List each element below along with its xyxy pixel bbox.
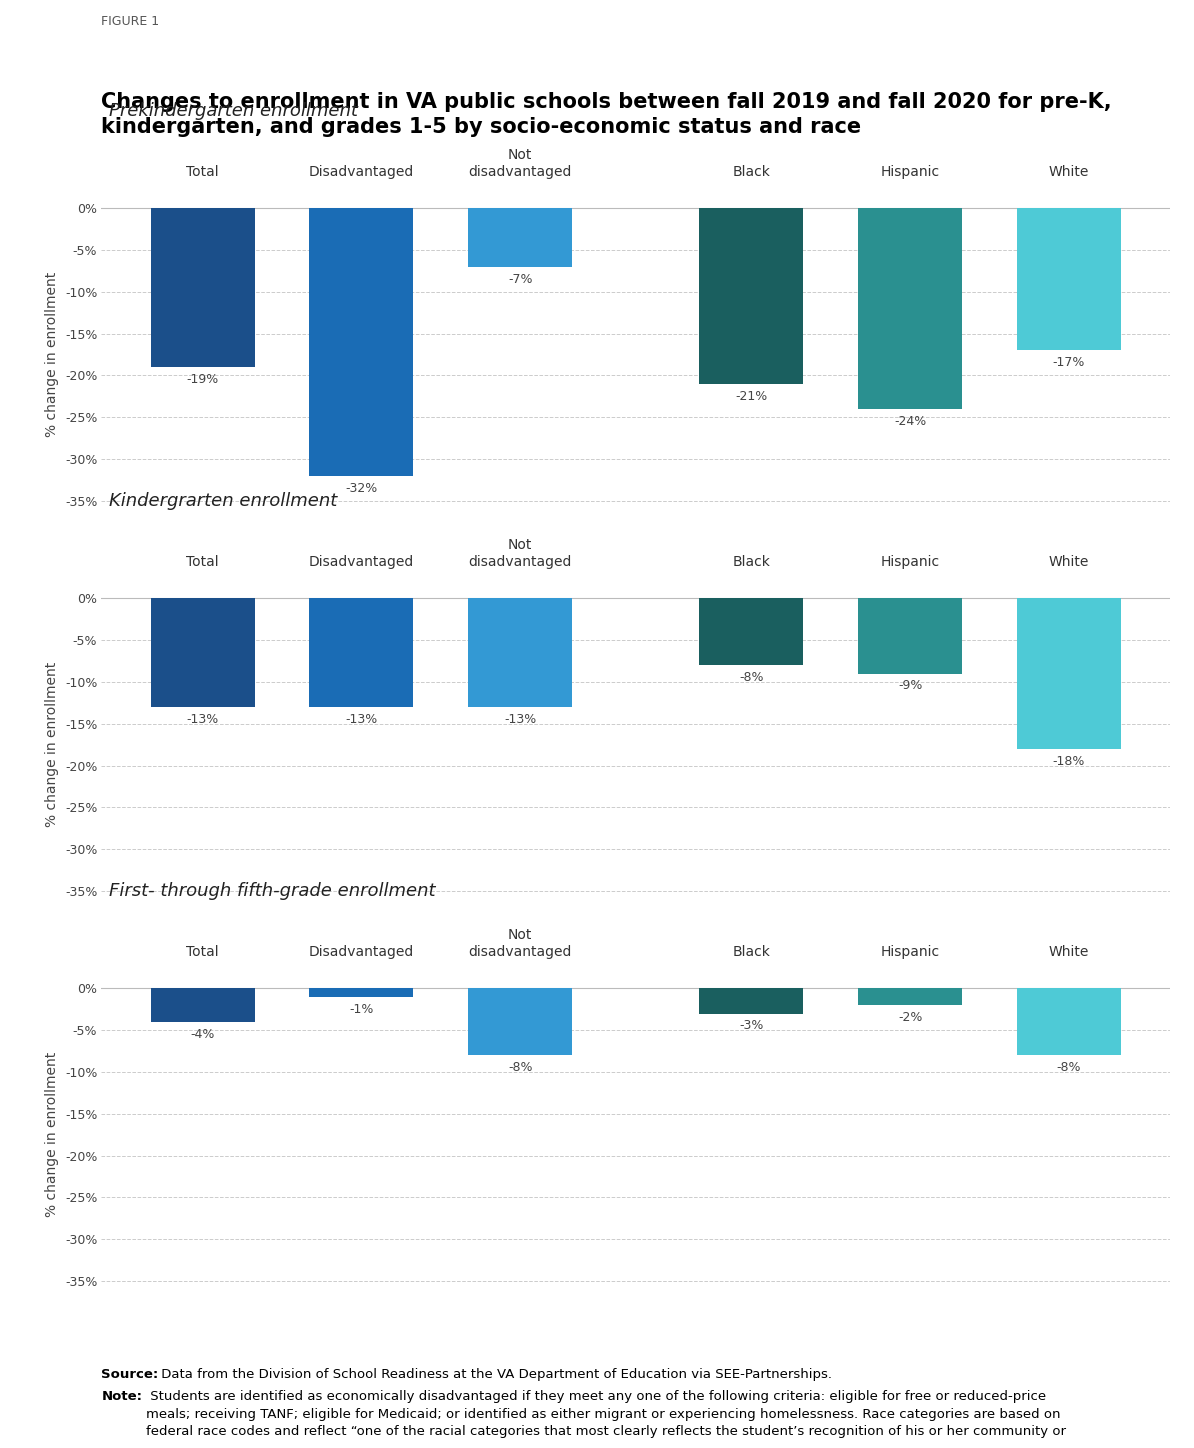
Text: Total: Total <box>186 944 219 959</box>
Bar <box>858 989 962 1005</box>
Text: First- through fifth-grade enrollment: First- through fifth-grade enrollment <box>109 882 435 901</box>
Text: -7%: -7% <box>507 272 533 285</box>
Text: -24%: -24% <box>894 414 927 427</box>
Text: Not
disadvantaged: Not disadvantaged <box>468 539 572 569</box>
Text: Source:: Source: <box>101 1367 159 1380</box>
Text: -32%: -32% <box>345 482 377 495</box>
Bar <box>858 598 962 673</box>
Text: -8%: -8% <box>507 1061 533 1074</box>
Bar <box>700 989 804 1014</box>
Y-axis label: % change in enrollment: % change in enrollment <box>45 1053 60 1218</box>
Text: Disadvantaged: Disadvantaged <box>309 555 414 569</box>
Bar <box>858 209 962 408</box>
Text: White: White <box>1048 555 1089 569</box>
Text: -17%: -17% <box>1053 356 1085 369</box>
Text: -21%: -21% <box>736 390 768 403</box>
Text: Changes to enrollment in VA public schools between fall 2019 and fall 2020 for p: Changes to enrollment in VA public schoo… <box>101 91 1112 138</box>
Text: White: White <box>1048 165 1089 178</box>
Text: Black: Black <box>732 555 770 569</box>
Text: White: White <box>1048 944 1089 959</box>
Text: -3%: -3% <box>739 1019 763 1032</box>
Text: -18%: -18% <box>1053 754 1085 767</box>
Text: -13%: -13% <box>504 712 536 725</box>
Text: Note:: Note: <box>101 1390 142 1403</box>
Bar <box>309 598 413 707</box>
Text: Not
disadvantaged: Not disadvantaged <box>468 928 572 959</box>
Text: Total: Total <box>186 555 219 569</box>
Bar <box>1017 598 1121 749</box>
Bar <box>700 209 804 384</box>
Text: Disadvantaged: Disadvantaged <box>309 165 414 178</box>
Bar <box>468 989 572 1056</box>
Text: -13%: -13% <box>186 712 219 725</box>
Bar <box>468 209 572 266</box>
Text: Hispanic: Hispanic <box>881 944 940 959</box>
Y-axis label: % change in enrollment: % change in enrollment <box>45 272 60 437</box>
Text: -1%: -1% <box>349 1002 374 1015</box>
Bar <box>309 209 413 476</box>
Bar <box>150 598 254 707</box>
Text: -9%: -9% <box>898 679 923 692</box>
Bar <box>150 209 254 368</box>
Text: -13%: -13% <box>345 712 377 725</box>
Text: Hispanic: Hispanic <box>881 165 940 178</box>
Text: Not
disadvantaged: Not disadvantaged <box>468 148 572 178</box>
Bar <box>1017 209 1121 350</box>
Bar <box>309 989 413 996</box>
Text: -8%: -8% <box>739 670 764 683</box>
Text: Prekindergarten enrollment: Prekindergarten enrollment <box>109 101 357 120</box>
Text: -8%: -8% <box>1057 1061 1082 1074</box>
Bar <box>700 598 804 665</box>
Text: Black: Black <box>732 165 770 178</box>
Text: -2%: -2% <box>898 1011 923 1024</box>
Y-axis label: % change in enrollment: % change in enrollment <box>45 662 60 827</box>
Text: FIGURE 1: FIGURE 1 <box>101 14 160 28</box>
Bar <box>150 989 254 1022</box>
Text: Black: Black <box>732 944 770 959</box>
Text: -4%: -4% <box>190 1028 215 1041</box>
Text: Total: Total <box>186 165 219 178</box>
Text: Data from the Division of School Readiness at the VA Department of Education via: Data from the Division of School Readine… <box>158 1367 832 1380</box>
Text: -19%: -19% <box>186 374 219 387</box>
Bar <box>468 598 572 707</box>
Text: Students are identified as economically disadvantaged if they meet any one of th: Students are identified as economically … <box>147 1390 1066 1438</box>
Bar <box>1017 989 1121 1056</box>
Text: Hispanic: Hispanic <box>881 555 940 569</box>
Text: Disadvantaged: Disadvantaged <box>309 944 414 959</box>
Text: Kindergrarten enrollment: Kindergrarten enrollment <box>109 492 337 510</box>
